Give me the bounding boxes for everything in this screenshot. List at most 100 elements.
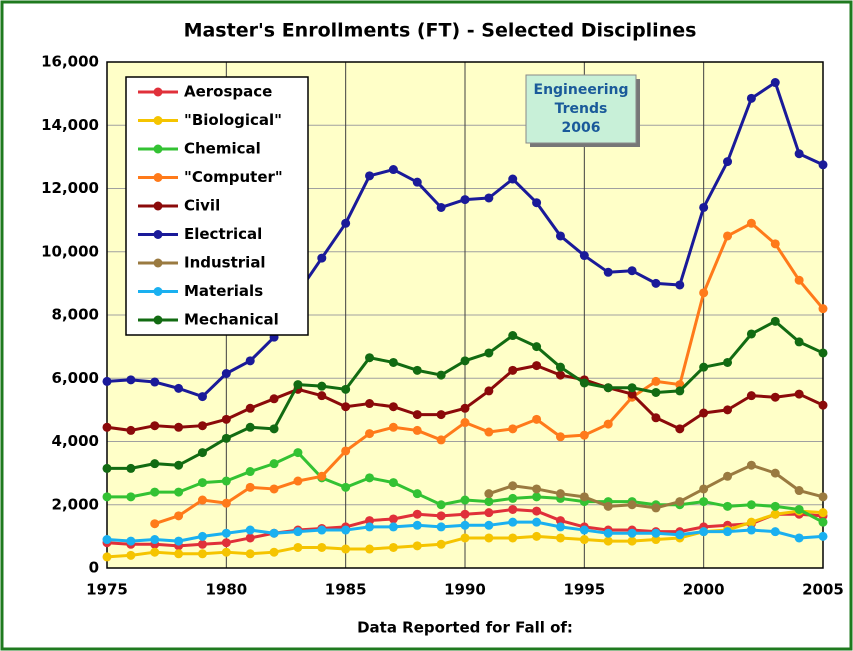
chart-title: Master's Enrollments (FT) - Selected Dis…: [184, 20, 697, 42]
data-point: [102, 463, 112, 473]
data-point: [746, 525, 756, 535]
data-point: [699, 202, 709, 212]
data-point: [174, 383, 184, 393]
data-point: [221, 528, 231, 538]
y-tick-label: 12,000: [41, 179, 99, 197]
data-point: [746, 391, 756, 401]
data-point: [555, 533, 565, 543]
x-tick-label: 2005: [802, 581, 844, 599]
legend-marker: [153, 87, 163, 97]
data-point: [484, 489, 494, 499]
data-point: [197, 531, 207, 541]
data-point: [770, 78, 780, 88]
data-point: [699, 527, 709, 537]
data-point: [460, 520, 470, 530]
data-point: [197, 392, 207, 402]
data-point: [412, 520, 422, 530]
data-point: [460, 418, 470, 428]
data-point: [746, 517, 756, 527]
data-point: [723, 231, 733, 241]
data-point: [699, 288, 709, 298]
data-point: [436, 202, 446, 212]
data-point: [293, 448, 303, 458]
data-point: [365, 399, 375, 409]
plot-frame: [106, 61, 824, 569]
data-point: [341, 218, 351, 228]
legend-marker: [153, 258, 163, 268]
data-point: [723, 157, 733, 167]
data-point: [174, 422, 184, 432]
legend-marker: [153, 230, 163, 239]
legend-label: Civil: [184, 197, 220, 215]
data-point: [770, 527, 780, 537]
data-point: [794, 504, 804, 514]
data-point: [723, 471, 733, 481]
data-point: [746, 93, 756, 103]
data-point: [627, 383, 637, 393]
data-point: [579, 492, 589, 502]
data-point: [555, 370, 565, 380]
data-point: [627, 389, 637, 399]
y-tick-label: 2,000: [52, 495, 99, 513]
data-point: [460, 195, 470, 205]
data-point: [794, 275, 804, 285]
annotation-text: Trends: [555, 101, 608, 117]
data-point: [102, 422, 112, 432]
data-point: [221, 414, 231, 424]
data-point: [126, 463, 136, 473]
data-point: [388, 422, 398, 432]
data-point: [579, 251, 589, 261]
data-point: [818, 348, 828, 358]
annotation-text: 2006: [562, 120, 601, 136]
data-point: [221, 498, 231, 508]
legend-label: Chemical: [184, 140, 261, 158]
data-point: [818, 517, 828, 527]
data-point: [150, 377, 160, 387]
data-point: [770, 239, 780, 249]
data-point: [293, 380, 303, 390]
data-point: [532, 198, 542, 208]
data-point: [388, 357, 398, 367]
y-tick-label: 0: [89, 559, 99, 577]
data-point: [317, 471, 327, 481]
data-point: [436, 370, 446, 380]
data-point: [341, 544, 351, 554]
data-point: [603, 267, 613, 277]
data-point: [555, 231, 565, 241]
data-point: [818, 160, 828, 170]
data-point: [245, 533, 255, 543]
data-point: [317, 381, 327, 391]
data-point: [150, 421, 160, 431]
data-point: [269, 394, 279, 404]
data-point: [818, 400, 828, 410]
data-point: [818, 304, 828, 314]
data-point: [603, 536, 613, 546]
data-point: [579, 378, 589, 388]
data-point: [150, 487, 160, 497]
data-point: [245, 356, 255, 366]
data-point: [699, 362, 709, 372]
data-point: [269, 484, 279, 494]
data-point: [150, 535, 160, 545]
legend-marker: [153, 315, 163, 325]
data-point: [484, 520, 494, 530]
data-point: [460, 509, 470, 519]
legend-label: Mechanical: [184, 311, 279, 329]
data-point: [126, 536, 136, 546]
data-point: [484, 427, 494, 437]
data-point: [197, 495, 207, 505]
legend-label: "Biological": [184, 111, 282, 129]
data-point: [651, 376, 661, 386]
data-point: [818, 492, 828, 502]
data-point: [126, 375, 136, 385]
y-tick-label: 6,000: [52, 369, 99, 387]
data-point: [794, 533, 804, 543]
data-point: [269, 459, 279, 469]
data-point: [794, 149, 804, 159]
data-point: [508, 504, 518, 514]
data-point: [150, 547, 160, 557]
data-point: [699, 408, 709, 418]
data-point: [818, 531, 828, 541]
data-point: [436, 435, 446, 445]
data-point: [460, 533, 470, 543]
